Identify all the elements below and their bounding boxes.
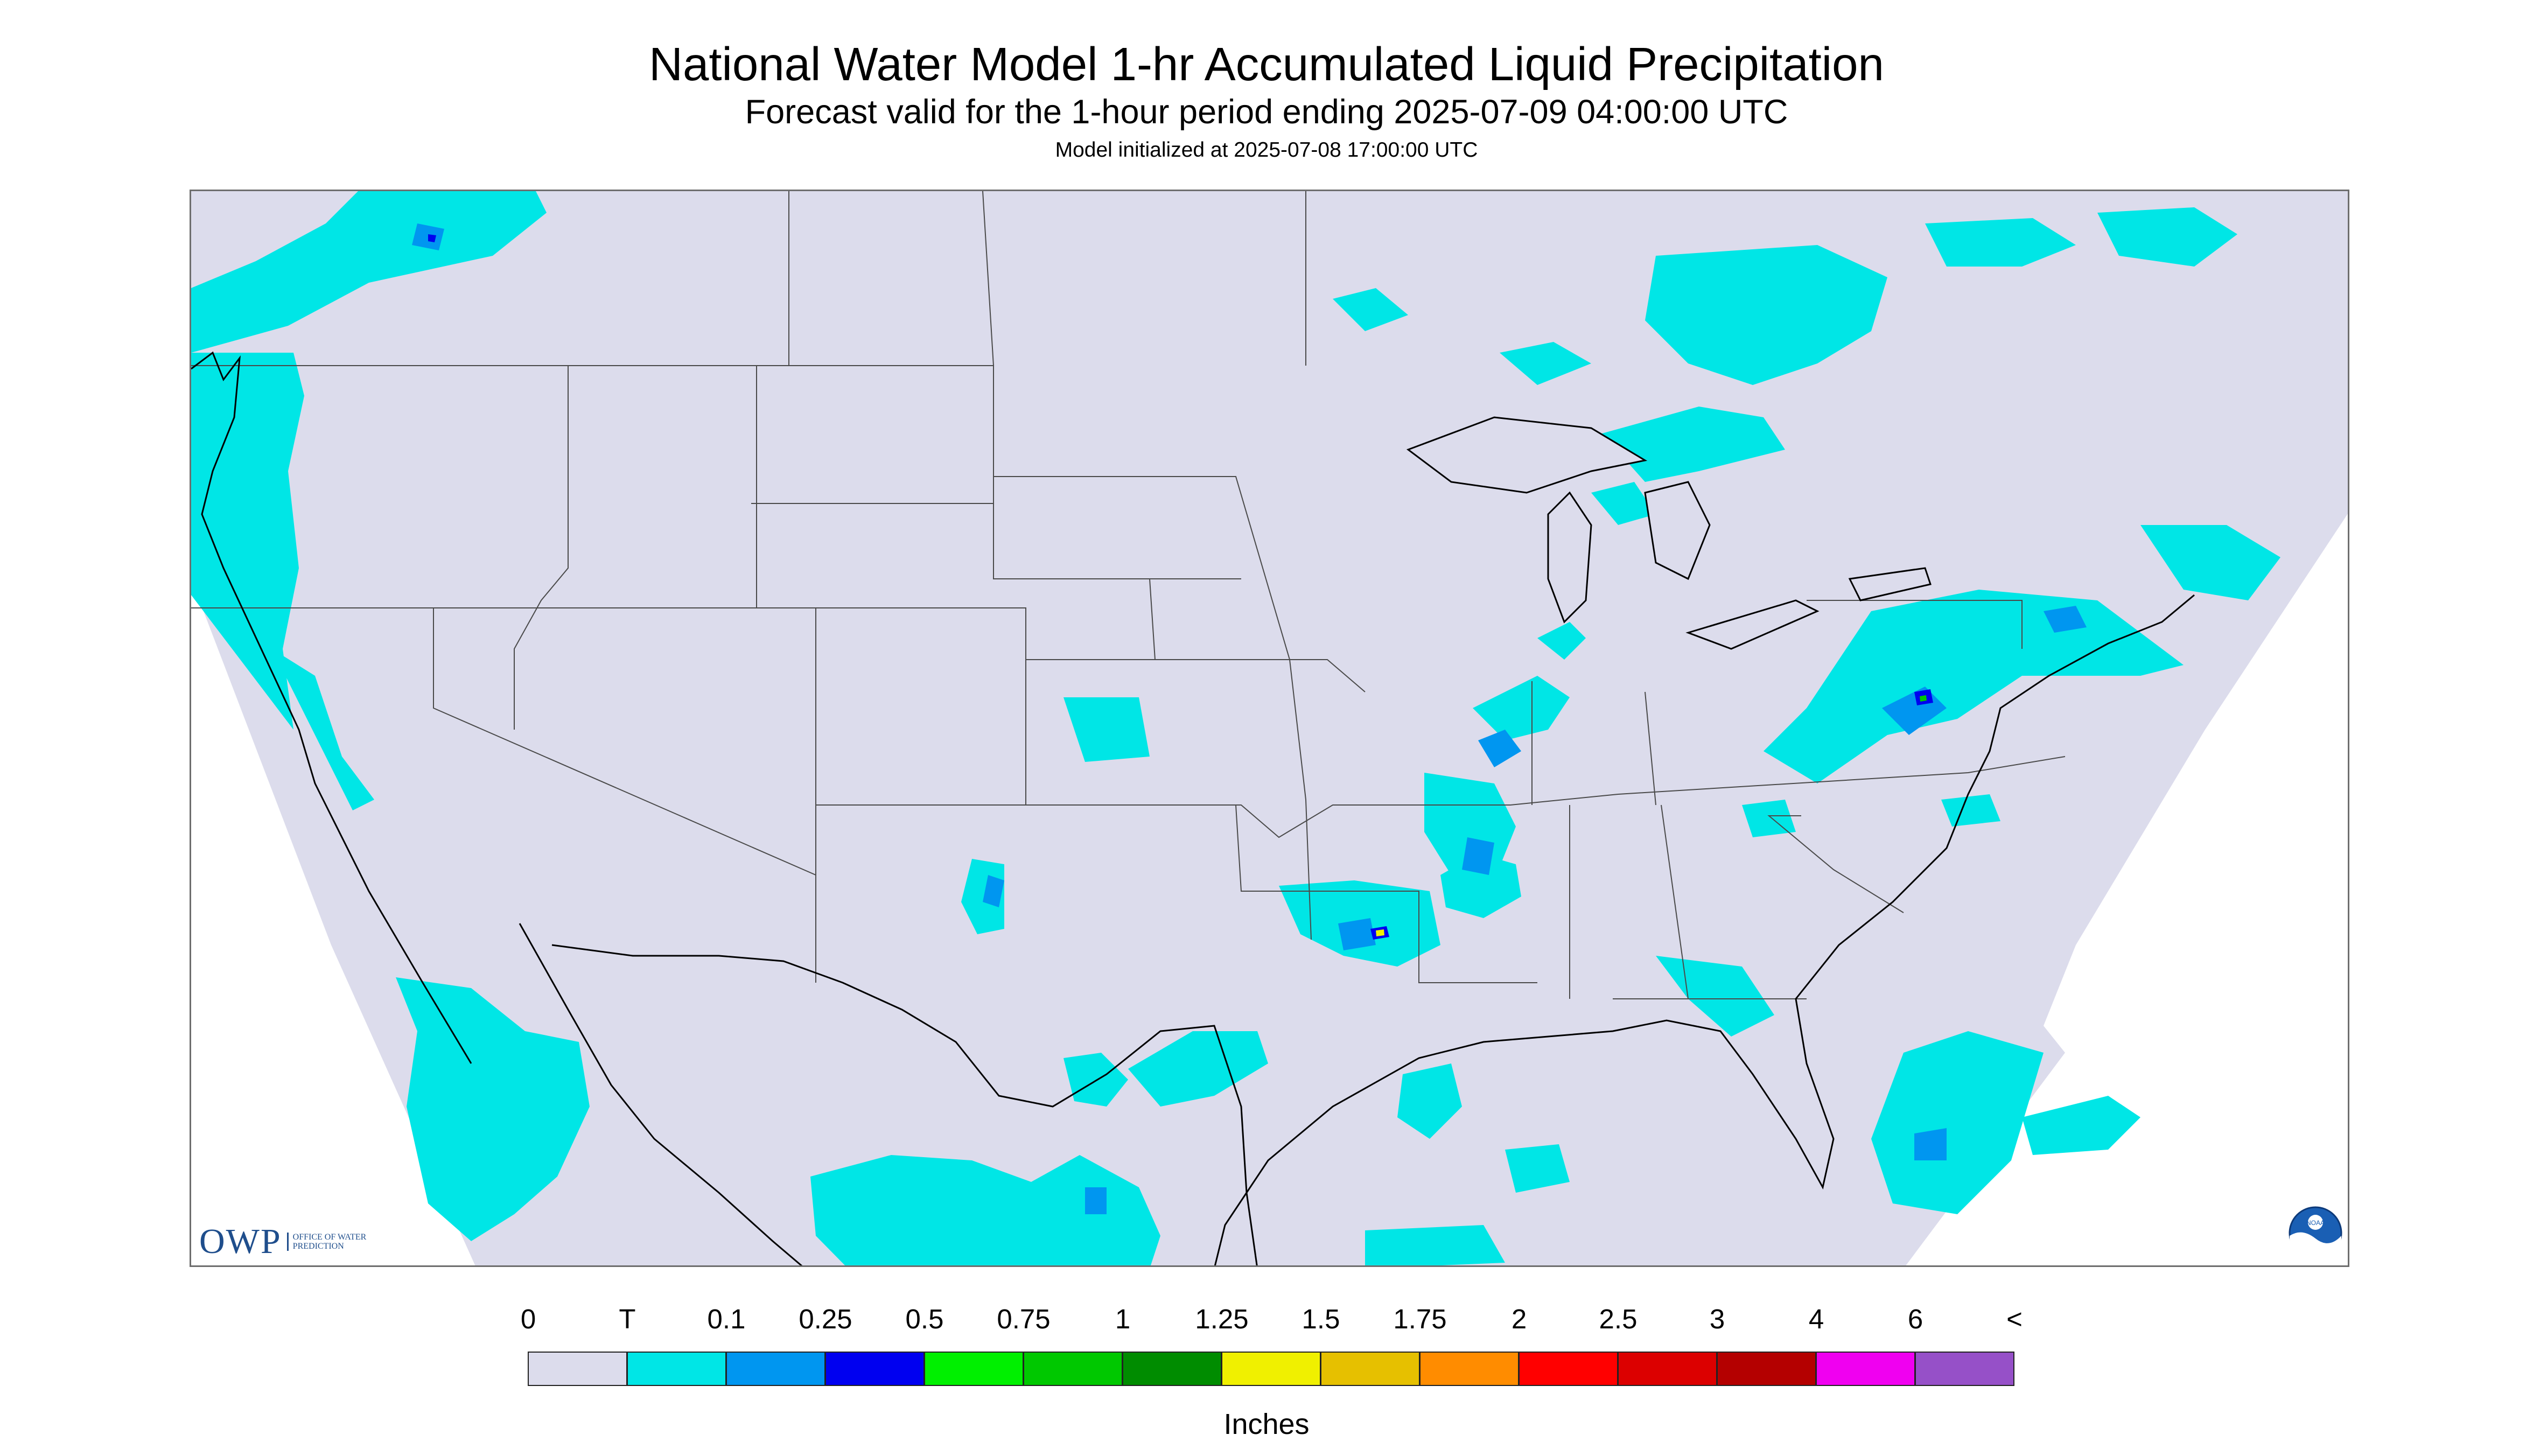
legend-tick-label: 0.25 xyxy=(799,1304,852,1334)
legend-tick-label: 2.5 xyxy=(1599,1304,1638,1334)
legend-swatch xyxy=(528,1352,627,1386)
legend-tick-label: 1.75 xyxy=(1393,1304,1447,1334)
model-domain xyxy=(191,191,2348,1265)
legend-tick-label: T xyxy=(619,1304,636,1334)
legend-tick-label: 1.5 xyxy=(1302,1304,1340,1334)
legend-swatch xyxy=(1618,1352,1717,1386)
legend-tick-label: 2 xyxy=(1511,1304,1527,1334)
legend-swatch xyxy=(1023,1352,1123,1386)
legend-swatch xyxy=(627,1352,726,1386)
map-title: National Water Model 1-hr Accumulated Li… xyxy=(649,38,1884,90)
owp-logo-text: OFFICE OF WATER PREDICTION xyxy=(286,1233,379,1251)
legend-swatch xyxy=(1816,1352,1915,1386)
model-init-text: Model initialized at 2025-07-08 17:00:00… xyxy=(1055,138,1478,162)
legend-tick-label: 0 xyxy=(520,1304,536,1334)
legend-swatch xyxy=(1320,1352,1420,1386)
owp-logo: OWP OFFICE OF WATER PREDICTION xyxy=(199,1220,379,1263)
color-legend-bar xyxy=(528,1352,2014,1386)
legend-tick-label: 1.25 xyxy=(1195,1304,1249,1334)
legend-swatch xyxy=(1221,1352,1321,1386)
legend-tick-label: 6 xyxy=(1907,1304,1923,1334)
owp-logo-mark: OWP xyxy=(199,1222,282,1261)
noaa-logo: NOAA xyxy=(2289,1206,2342,1260)
legend-tick-label: 0.75 xyxy=(997,1304,1051,1334)
precip-trace-areas xyxy=(191,191,2280,1265)
legend-swatch xyxy=(924,1352,1024,1386)
coastlines xyxy=(191,351,2195,1265)
legend-swatch xyxy=(726,1352,825,1386)
map-subtitle: Forecast valid for the 1-hour period end… xyxy=(745,93,1788,131)
legend-swatch xyxy=(825,1352,925,1386)
state-boundaries xyxy=(191,191,2066,999)
map-canvas xyxy=(191,191,2348,1265)
legend-tick-label: 4 xyxy=(1808,1304,1824,1334)
svg-text:NOAA: NOAA xyxy=(2306,1219,2325,1227)
precipitation-map xyxy=(190,190,2349,1267)
legend-swatch xyxy=(1915,1352,2014,1386)
legend-tick-label: 3 xyxy=(1709,1304,1725,1334)
legend-units-label: Inches xyxy=(1223,1408,1310,1440)
legend-tick-label: 0.5 xyxy=(905,1304,944,1334)
great-lakes xyxy=(1406,416,1932,650)
legend-tick-label: 1 xyxy=(1115,1304,1131,1334)
legend-swatch xyxy=(1122,1352,1222,1386)
legend-tick-label: < xyxy=(2006,1304,2023,1334)
legend-tick-label: 0.1 xyxy=(707,1304,746,1334)
legend-swatch xyxy=(1717,1352,1816,1386)
legend-labels: 0 T 0.1 0.25 0.5 0.75 1 1.25 1.5 1.75 2 2.5 3 4 6 < xyxy=(0,1303,2533,1341)
legend-swatch xyxy=(1419,1352,1519,1386)
precip-heavy-cores xyxy=(428,234,1933,940)
legend-swatch xyxy=(1519,1352,1618,1386)
